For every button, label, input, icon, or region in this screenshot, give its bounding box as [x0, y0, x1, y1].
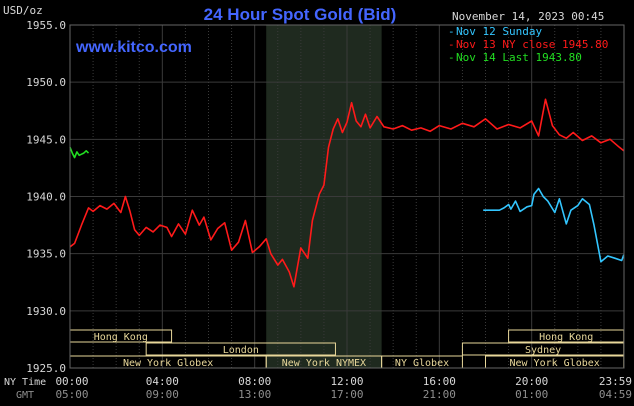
- x-tick-label-gmt: 13:00: [238, 388, 271, 401]
- legend-entry-nov12: Nov 12 Sunday: [456, 25, 542, 38]
- x-tick-label-ny: 00:00: [55, 375, 88, 388]
- y-tick-label: 1940.0: [26, 191, 66, 204]
- market-session-label: New York Globex: [509, 358, 599, 369]
- timestamp: November 14, 2023 00:45: [452, 10, 604, 23]
- legend-bullet-nov13: -: [448, 38, 455, 51]
- grid-lines: [70, 24, 624, 369]
- y-tick-label: 1935.0: [26, 248, 66, 261]
- x-tick-label-gmt: 21:00: [423, 388, 456, 401]
- x-axis-tick-labels: 00:00 04:00 08:00 12:00 16:00 20:00 23:59 05:00…: [55, 375, 632, 401]
- price-series: [69, 98, 625, 288]
- series-line-nov14: [69, 147, 90, 159]
- market-session-bar: [145, 342, 336, 356]
- market-session-label: Hong Kong: [539, 332, 593, 343]
- y-axis-tick-labels: 1955.0 1950.0 1945.0 1940.0 1935.0 1930.0 1925…: [26, 19, 66, 375]
- y-tick-label: 1950.0: [26, 76, 66, 89]
- x-tick-label-gmt: 01:00: [515, 388, 548, 401]
- series-line-nov12: [483, 187, 625, 263]
- market-session-label: Hong Kong: [94, 332, 148, 343]
- x-row-label-gmt: GMT: [16, 390, 34, 401]
- x-tick-label-ny: 20:00: [515, 375, 548, 388]
- market-session-label: New York NYMEX: [282, 358, 366, 369]
- legend-bullet-nov14: -: [448, 51, 455, 64]
- watermark: www.kitco.com: [75, 39, 192, 56]
- legend-entry-nov14: Nov 14 Last 1943.80: [456, 51, 582, 64]
- x-tick-label-ny: 12:00: [330, 375, 363, 388]
- x-tick-label-gmt: 05:00: [55, 388, 88, 401]
- legend-bullet-nov12: -: [448, 25, 455, 38]
- x-tick-label-ny: 23:59: [599, 375, 632, 388]
- x-tick-label-ny: 16:00: [423, 375, 456, 388]
- plot-border: [69, 24, 625, 369]
- y-tick-label: 1925.0: [26, 362, 66, 375]
- x-tick-label-gmt: 09:00: [146, 388, 179, 401]
- x-tick-label-ny: 04:00: [146, 375, 179, 388]
- market-session-label: New York Globex: [123, 358, 213, 369]
- market-session-label: London: [223, 345, 259, 356]
- x-tick-label-gmt: 04:59: [599, 388, 632, 401]
- market-session-label: Sydney: [525, 345, 561, 356]
- x-tick-label-gmt: 17:00: [330, 388, 363, 401]
- market-session-label: NY Globex: [395, 358, 449, 369]
- legend-entry-nov13: Nov 13 NY close 1945.80: [456, 38, 608, 51]
- x-row-label-ny-time: NY Time: [4, 377, 46, 388]
- series-line-nov13: [69, 98, 625, 288]
- y-tick-label: 1945.0: [26, 133, 66, 146]
- y-tick-label: 1955.0: [26, 19, 66, 32]
- y-tick-label: 1930.0: [26, 305, 66, 318]
- chart-title: 24 Hour Spot Gold (Bid): [204, 5, 397, 24]
- legend: - Nov 12 Sunday - Nov 13 NY close 1945.8…: [448, 25, 608, 64]
- x-tick-label-ny: 08:00: [238, 375, 271, 388]
- y-unit-label: USD/oz: [3, 4, 43, 17]
